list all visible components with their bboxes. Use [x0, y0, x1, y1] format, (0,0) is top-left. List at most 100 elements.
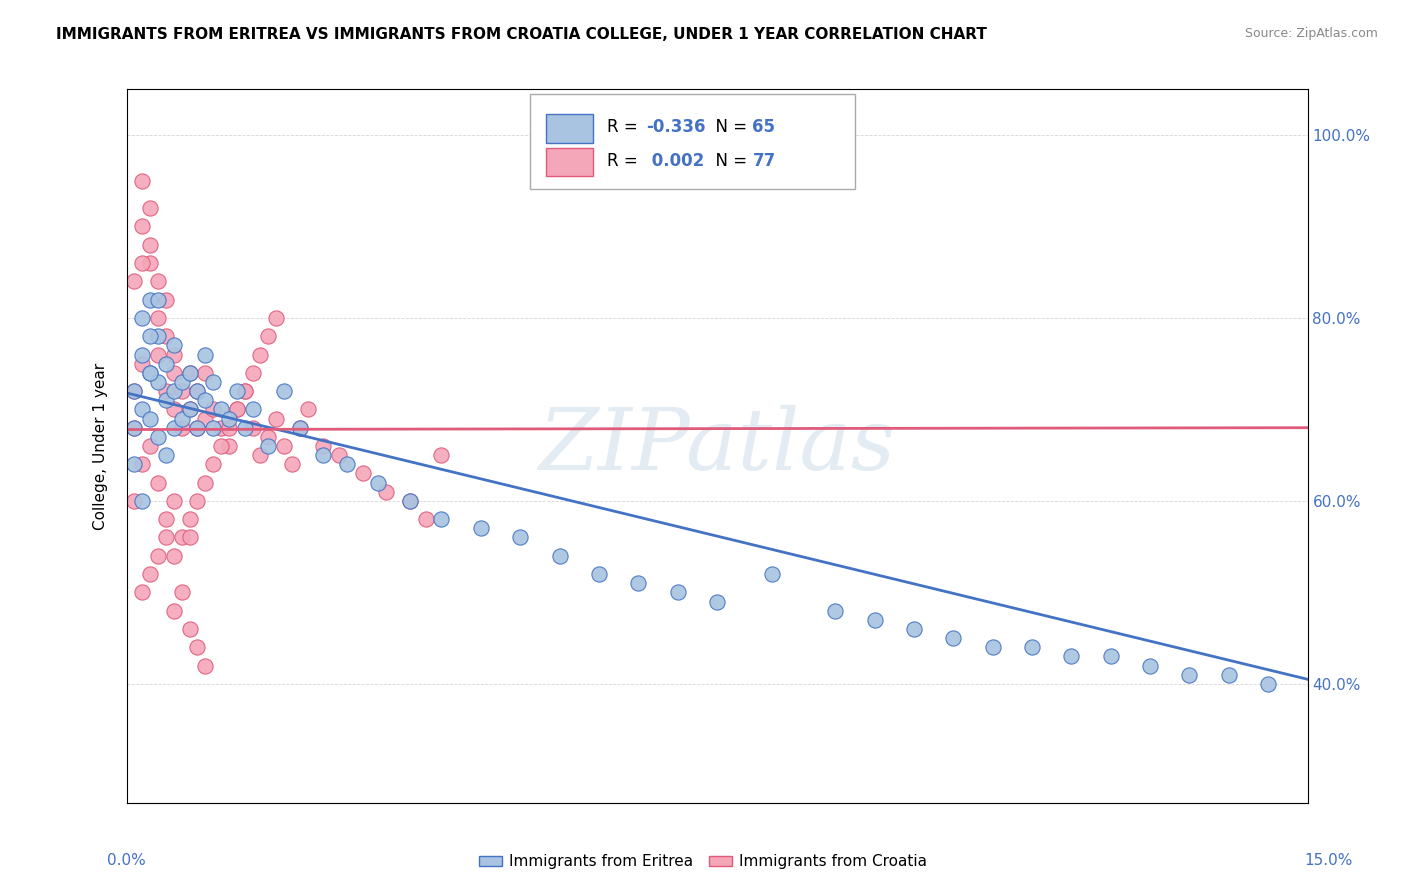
Point	[146, 430, 169, 444]
Point	[146, 375, 169, 389]
Point	[163, 384, 186, 398]
Point	[194, 366, 217, 380]
Point	[131, 219, 153, 234]
Point	[179, 402, 201, 417]
Point	[470, 521, 492, 535]
Point	[179, 402, 201, 417]
Point	[124, 420, 146, 434]
Point	[139, 237, 162, 252]
Point	[131, 458, 153, 472]
Point	[225, 402, 247, 417]
Point	[186, 640, 208, 655]
Point	[627, 576, 650, 591]
Point	[1060, 649, 1083, 664]
Point	[233, 420, 256, 434]
Point	[588, 567, 610, 582]
Point	[124, 458, 146, 472]
Point	[146, 293, 169, 307]
Point	[218, 411, 240, 425]
Point	[146, 274, 169, 288]
Point	[415, 512, 437, 526]
Point	[155, 393, 177, 408]
Point	[131, 402, 153, 417]
Point	[155, 329, 177, 343]
Point	[312, 448, 335, 462]
Point	[194, 475, 217, 490]
Point	[430, 448, 453, 462]
Point	[824, 604, 846, 618]
Point	[209, 439, 232, 453]
Point	[194, 393, 217, 408]
Point	[242, 420, 264, 434]
Point	[179, 366, 201, 380]
Point	[375, 484, 398, 499]
Point	[163, 366, 186, 380]
Point	[131, 357, 153, 371]
Point	[863, 613, 886, 627]
Point	[194, 411, 217, 425]
Point	[194, 347, 217, 361]
Point	[131, 310, 153, 325]
Point	[131, 347, 153, 361]
Point	[155, 293, 177, 307]
Point	[146, 475, 169, 490]
Point	[281, 458, 304, 472]
Point	[179, 622, 201, 636]
Point	[124, 420, 146, 434]
Point	[146, 347, 169, 361]
Point	[170, 375, 193, 389]
Point	[139, 293, 162, 307]
Point	[155, 448, 177, 462]
Point	[548, 549, 571, 563]
Point	[146, 549, 169, 563]
Point	[273, 384, 295, 398]
Point	[163, 604, 186, 618]
Point	[706, 594, 728, 608]
FancyBboxPatch shape	[546, 114, 593, 143]
Point	[131, 256, 153, 270]
FancyBboxPatch shape	[546, 148, 593, 177]
Point	[225, 384, 247, 398]
Point	[242, 366, 264, 380]
Point	[1139, 658, 1161, 673]
Point	[179, 531, 201, 545]
Point	[170, 585, 193, 599]
Point	[288, 420, 311, 434]
Point	[155, 357, 177, 371]
Point	[131, 585, 153, 599]
Point	[155, 512, 177, 526]
Point	[312, 439, 335, 453]
Point	[273, 439, 295, 453]
Point	[163, 402, 186, 417]
Point	[1099, 649, 1122, 664]
Point	[509, 531, 531, 545]
Point	[202, 375, 225, 389]
Point	[139, 329, 162, 343]
Point	[399, 494, 422, 508]
Legend: Immigrants from Eritrea, Immigrants from Croatia: Immigrants from Eritrea, Immigrants from…	[472, 848, 934, 875]
Point	[761, 567, 783, 582]
Text: N =: N =	[706, 152, 752, 169]
Point	[903, 622, 925, 636]
Point	[202, 420, 225, 434]
Point	[139, 567, 162, 582]
Point	[225, 402, 247, 417]
Point	[666, 585, 689, 599]
Text: IMMIGRANTS FROM ERITREA VS IMMIGRANTS FROM CROATIA COLLEGE, UNDER 1 YEAR CORRELA: IMMIGRANTS FROM ERITREA VS IMMIGRANTS FR…	[56, 27, 987, 42]
Point	[336, 458, 359, 472]
Point	[942, 631, 965, 645]
Point	[367, 475, 389, 490]
Point	[233, 384, 256, 398]
Text: 15.0%: 15.0%	[1305, 854, 1353, 868]
Point	[202, 402, 225, 417]
Point	[139, 366, 162, 380]
Point	[1257, 677, 1279, 691]
Point	[163, 420, 186, 434]
Point	[139, 411, 162, 425]
Point	[1178, 667, 1201, 681]
Point	[155, 384, 177, 398]
Point	[170, 384, 193, 398]
Point	[209, 420, 232, 434]
Point	[146, 329, 169, 343]
Point	[218, 439, 240, 453]
